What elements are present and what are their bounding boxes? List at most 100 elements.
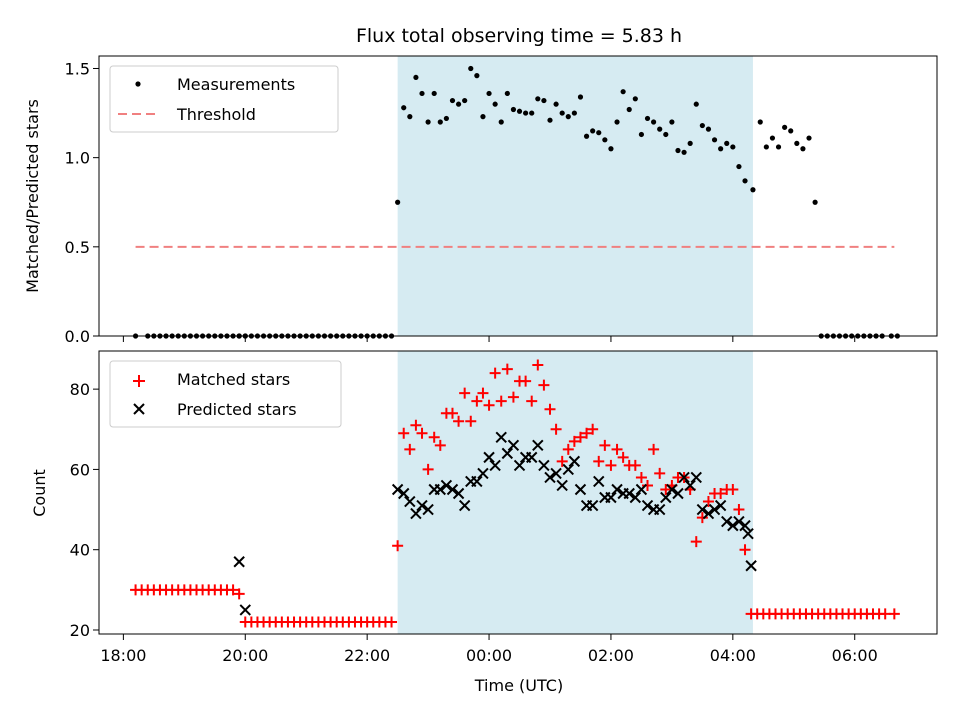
predicted-stars-point [239,604,251,616]
measurement-point [474,73,480,79]
measurement-point [468,65,474,72]
count-legend: Matched stars Predicted stars [109,360,342,428]
measurement-point [504,90,510,97]
predicted-stars-point [574,483,587,496]
predicted-stars-point [605,491,617,504]
y-tick-label: 0.0 [65,327,90,346]
measurement-point [449,97,456,104]
predicted-stars-point [398,487,410,500]
matched-stars-point [538,379,550,391]
predicted-stars-point [489,459,501,472]
y-tick-label: 1.5 [65,59,90,78]
measurement-point [718,146,724,152]
x-tick-label: 00:00 [466,646,512,665]
count-y-axis-label: Count [30,469,49,517]
legend-measurements-label: Measurements [177,75,295,94]
matched-stars-point [739,544,751,556]
measurement-point [462,97,468,104]
matched-stars-point [733,504,745,516]
count-axes-frame [98,350,938,635]
matched-stars-point [617,451,629,463]
measurement-point [443,115,449,122]
measurement-point [583,133,590,139]
matched-stars-point [477,387,489,399]
matched-stars-point [227,584,239,596]
measurement-point [626,106,632,113]
matched-stars-point [416,427,428,439]
legend-predicted-marker [133,403,145,415]
measurement-point [407,114,413,120]
matched-stars-point [642,479,654,491]
measurement-point [498,119,504,125]
measurement-point [782,124,788,130]
predicted-stars-point [434,483,447,496]
predicted-stars-point [678,471,690,484]
x-tick-label: 20:00 [222,646,268,665]
measurement-point [699,122,705,129]
measurement-point [401,105,407,111]
predicted-stars-point [404,495,416,508]
matched-stars-point [453,415,465,427]
predicted-stars-point [593,475,605,488]
measurement-point [794,140,800,146]
matched-stars-point [404,443,416,455]
measurement-point [535,96,541,102]
matched-stars-point [459,387,471,399]
predicted-stars-point [745,560,757,572]
predicted-stars-point [422,503,434,516]
predicted-stars-point [684,479,696,492]
measurement-point [559,110,565,116]
x-tick-label: 04:00 [710,646,756,665]
matched-stars-point [696,512,708,524]
y-tick-label: 40 [70,541,90,560]
measurement-point [547,117,553,123]
predicted-stars-point [391,483,404,496]
y-tick-label: 60 [70,460,90,479]
measurement-point [693,101,699,107]
measurement-point [724,140,730,146]
matched-stars-point [465,415,477,427]
measurement-point [565,114,571,120]
predicted-stars-point [452,487,465,500]
y-tick-label: 1.0 [65,149,90,168]
matched-stars-point [526,395,538,407]
matched-stars-point [422,463,434,475]
ratio-legend-box [109,65,339,133]
matched-stars-point [562,443,574,455]
measurement-point [806,135,812,141]
measurement-point [763,144,769,150]
measurement-point [705,126,712,132]
matched-stars-point [520,375,532,387]
measurement-point [669,119,675,125]
predicted-stars-point [446,483,459,496]
count-panel: 20 40 60 80 18:00 20:00 22:00 00:00 02:00 04:00 06… [30,350,938,665]
y-tick-label: 0.5 [65,238,90,257]
measurement-point [523,110,529,116]
y-tick-label: 20 [70,621,90,640]
legend-matched-label: Matched stars [177,370,290,389]
measurement-point [736,163,742,170]
measurement-point [516,108,523,114]
measurement-point [614,119,620,125]
predicted-stars-point [653,503,666,516]
predicted-stars-point [501,447,514,460]
x-tick-label: 02:00 [588,646,634,665]
matched-stars-point [550,423,562,435]
measurement-point [742,178,748,184]
matched-stars-point [574,431,586,443]
matched-stars-point [386,616,398,628]
predicted-stars-point [458,499,471,512]
matched-stars-point [599,439,611,451]
matched-stars-point [629,459,641,471]
measurement-point [657,126,663,132]
measurement-point [492,101,498,107]
predicted-stars-point [721,515,733,528]
measurement-point [757,119,763,125]
predicted-stars-point [666,483,678,496]
matched-stars-point [727,483,739,495]
measurement-point [480,114,486,120]
measurement-point [800,146,806,152]
matched-stars-point [648,443,660,455]
measurement-point [413,74,419,81]
